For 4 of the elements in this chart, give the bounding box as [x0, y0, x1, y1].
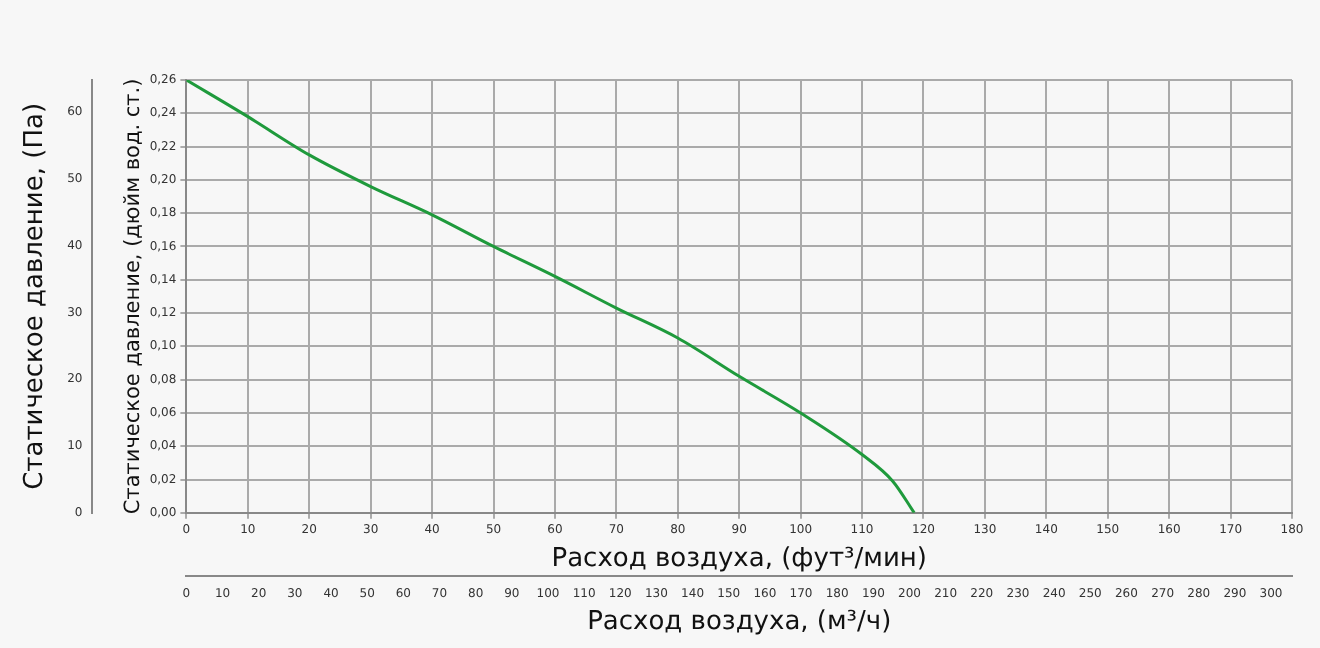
- y-axis-title: Статическое давление, (дюйм вод. ст.): [120, 78, 145, 515]
- y2-axis-title: Статическое давление, (Па): [20, 102, 51, 490]
- x2-axis-title: Расход воздуха, (м³/ч): [587, 607, 892, 638]
- x-axis-title: Расход воздуха, (фут³/мин): [551, 543, 927, 574]
